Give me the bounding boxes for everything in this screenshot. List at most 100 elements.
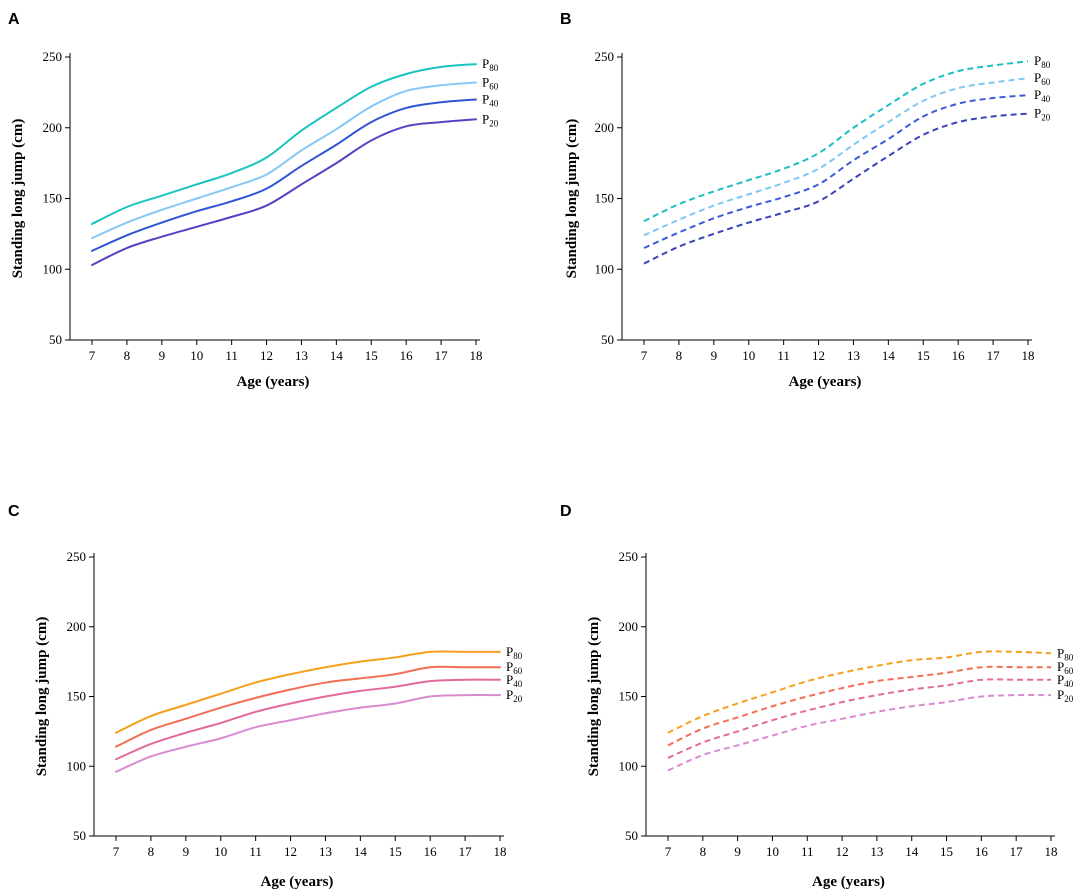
x-tick-label: 11 (801, 844, 814, 859)
y-tick-label: 250 (595, 49, 615, 64)
y-tick-label: 100 (67, 758, 87, 773)
y-tick-label: 200 (43, 120, 63, 135)
y-axis-title: Standing long jump (cm) (564, 119, 580, 279)
x-tick-label: 15 (389, 844, 402, 859)
series-line-p20 (115, 694, 501, 773)
series-line-p60 (91, 81, 477, 240)
x-axis-title: Age (years) (261, 874, 334, 890)
y-tick-label: 100 (43, 261, 63, 276)
x-tick-label: 10 (214, 844, 227, 859)
x-tick-label: 9 (183, 844, 190, 859)
x-tick-label: 8 (700, 844, 707, 859)
panel-letter: D (560, 503, 572, 520)
y-tick-label: 150 (67, 689, 87, 704)
x-tick-label: 13 (870, 844, 883, 859)
series-label-p40: P40 (482, 91, 499, 108)
series-label-p20: P20 (1057, 687, 1074, 704)
x-tick-label: 12 (812, 348, 825, 363)
panel-b: B 50 100 150 200 250 7 8 9 10 11 12 13 14 15 16 17 18 Age … (560, 11, 1051, 390)
y-tick-label: 250 (67, 549, 87, 564)
series-line-p80 (91, 63, 477, 225)
x-tick-label: 14 (905, 844, 919, 859)
x-axis-title: Age (years) (237, 374, 310, 390)
y-tick-label: 50 (601, 332, 614, 347)
y-tick-label: 50 (73, 828, 86, 843)
series-label-p60: P60 (482, 74, 499, 91)
series-label-p20: P20 (506, 687, 523, 704)
y-tick-label: 100 (595, 261, 615, 276)
y-tick-label: 200 (595, 120, 615, 135)
x-tick-label: 7 (113, 844, 120, 859)
x-tick-label: 11 (777, 348, 790, 363)
series-line-p20 (643, 112, 1029, 265)
series-label-p60: P60 (1034, 70, 1051, 87)
panel-d: D 50 100 150 200 250 7 8 9 10 11 12 13 14 15 16 17 18 Age … (560, 503, 1074, 890)
series-label-p40: P40 (506, 672, 523, 689)
x-tick-label: 7 (641, 348, 648, 363)
y-tick-label: 200 (67, 619, 87, 634)
series-label-p80: P80 (506, 644, 523, 661)
series-label-p60: P60 (506, 659, 523, 676)
y-tick-label: 200 (619, 619, 639, 634)
x-tick-label: 13 (295, 348, 308, 363)
x-tick-label: 18 (1022, 348, 1035, 363)
x-tick-label: 14 (882, 348, 896, 363)
x-axis-title: Age (years) (812, 874, 885, 890)
x-tick-label: 12 (284, 844, 297, 859)
x-tick-label: 16 (400, 348, 414, 363)
series-line-p80 (643, 60, 1029, 223)
y-tick-label: 250 (619, 549, 639, 564)
x-tick-label: 18 (470, 348, 483, 363)
series-line-p60 (667, 665, 1051, 747)
x-tick-label: 18 (494, 844, 507, 859)
x-tick-label: 10 (190, 348, 203, 363)
series-line-p40 (115, 678, 501, 761)
series-label-p80: P80 (1034, 53, 1051, 70)
y-tick-label: 50 (625, 828, 638, 843)
panel-c: C 50 100 150 200 250 7 8 9 10 11 12 13 14 15 16 17 18 Age … (8, 503, 523, 890)
series-label-p60: P60 (1057, 659, 1074, 676)
series-line-p40 (643, 94, 1029, 249)
x-tick-label: 13 (847, 348, 860, 363)
series-label-p40: P40 (1057, 672, 1074, 689)
x-tick-label: 10 (766, 844, 779, 859)
x-tick-label: 14 (330, 348, 344, 363)
x-tick-label: 11 (225, 348, 238, 363)
x-tick-label: 17 (435, 348, 449, 363)
panel-letter: B (560, 11, 572, 28)
series-line-p20 (91, 118, 477, 266)
x-tick-label: 7 (89, 348, 96, 363)
x-tick-label: 16 (424, 844, 438, 859)
x-tick-label: 12 (836, 844, 849, 859)
x-tick-label: 16 (975, 844, 989, 859)
x-tick-label: 8 (148, 844, 155, 859)
y-tick-label: 150 (43, 191, 63, 206)
x-tick-label: 8 (124, 348, 131, 363)
x-tick-label: 13 (319, 844, 332, 859)
series-line-p60 (643, 77, 1029, 237)
series-line-p80 (667, 650, 1052, 734)
series-label-p20: P20 (482, 111, 499, 128)
series-label-p40: P40 (1034, 87, 1051, 104)
series-line-p60 (115, 665, 501, 748)
y-axis-title: Standing long jump (cm) (34, 617, 50, 777)
series-label-p80: P80 (1057, 645, 1074, 662)
x-tick-label: 9 (159, 348, 166, 363)
y-axis-title: Standing long jump (cm) (10, 119, 26, 279)
x-tick-label: 17 (1010, 844, 1024, 859)
series-line-p20 (667, 694, 1052, 772)
x-tick-label: 15 (917, 348, 930, 363)
y-tick-label: 250 (43, 49, 63, 64)
series-line-p40 (91, 98, 477, 252)
y-tick-label: 150 (619, 689, 639, 704)
y-tick-label: 150 (595, 191, 615, 206)
x-tick-label: 10 (742, 348, 755, 363)
y-tick-label: 50 (49, 332, 62, 347)
x-tick-label: 14 (354, 844, 368, 859)
series-label-p20: P20 (1034, 106, 1051, 123)
panel-letter: A (8, 11, 20, 28)
y-tick-label: 100 (619, 758, 639, 773)
series-line-p40 (667, 678, 1051, 759)
x-tick-label: 12 (260, 348, 273, 363)
